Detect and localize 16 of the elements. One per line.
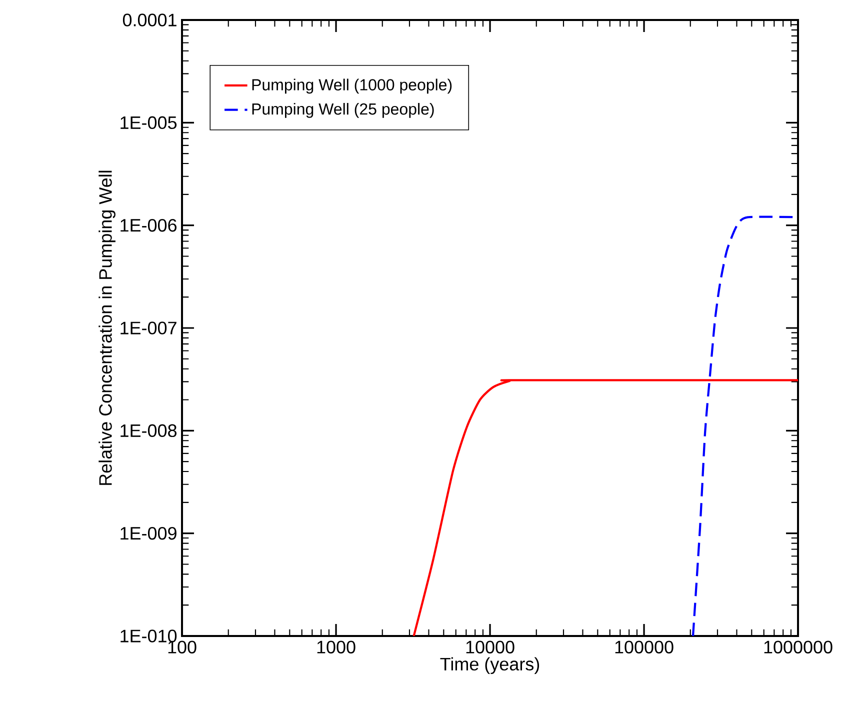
y-tick-label: 1E-008 [120,424,177,438]
y-tick-label: 1E-006 [120,218,177,232]
y-tick-label: 1E-010 [120,630,177,642]
legend-label: Pumping Well (25 people) [252,102,434,118]
y-tick-label: 1E-009 [120,526,176,540]
x-tick-label: 100 [168,640,196,654]
x-tick-label: 10000 [466,640,514,654]
x-tick-label: 1000 [317,640,356,654]
legend-label: Pumping Well (1000 people) [252,78,452,94]
y-tick-label: 1E-007 [120,322,176,334]
y-tick-label: 1E-005 [120,116,177,130]
x-tick-label: 100000 [615,640,674,654]
x-tick-label: 1000000 [764,640,832,654]
y-axis-title: Relative Concentration in Pumping Well [98,170,116,485]
y-tick-label: 0.0001 [122,14,176,26]
x-axis-title: Time (years) [440,657,540,674]
